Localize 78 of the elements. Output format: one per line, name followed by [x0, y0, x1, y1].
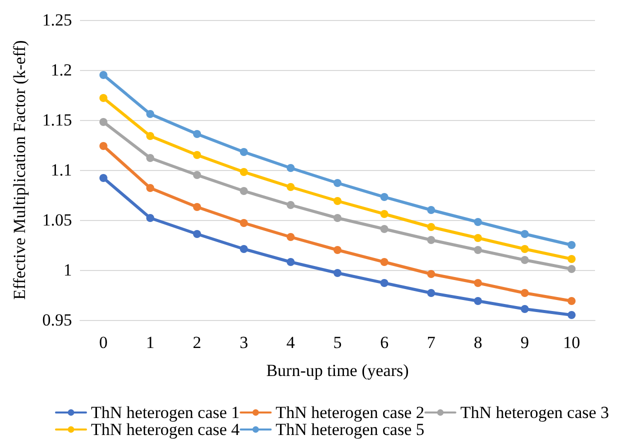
point: [193, 171, 202, 179]
x-tick-label: 3: [240, 333, 248, 352]
point: [380, 225, 388, 233]
y-tick-label: 1.1: [50, 160, 72, 180]
point: [286, 201, 295, 209]
x-tick-label: 5: [333, 333, 342, 352]
point: [240, 219, 248, 227]
point: [99, 71, 108, 79]
point: [334, 197, 342, 205]
point: [193, 151, 202, 159]
x-tick-label: 6: [380, 333, 389, 352]
point: [568, 311, 576, 319]
point: [568, 265, 576, 273]
legend-label: ThN heterogen case 1: [91, 403, 240, 422]
x-tick-label: 0: [99, 333, 108, 352]
point: [286, 258, 295, 266]
point: [99, 94, 108, 102]
point: [99, 174, 108, 182]
point: [240, 148, 248, 156]
point: [568, 241, 576, 249]
x-tick-label: 1: [146, 333, 154, 352]
point: [146, 214, 154, 222]
point: [474, 279, 482, 287]
point: [334, 269, 342, 277]
point: [427, 270, 436, 278]
x-tick-label: 2: [192, 333, 202, 352]
y-tick-label: 0.95: [42, 310, 72, 330]
point: [380, 193, 388, 201]
x-tick-label: 4: [286, 333, 296, 352]
point: [520, 245, 529, 253]
point: [193, 203, 202, 211]
y-tick-label: 1.2: [50, 60, 72, 80]
point: [193, 230, 202, 238]
point: [286, 233, 295, 241]
point: [146, 184, 154, 192]
x-tick-label: 8: [474, 333, 482, 352]
point: [240, 187, 248, 195]
point: [568, 255, 576, 263]
x-axis-title: Burn-up time (years): [266, 361, 409, 380]
y-axis-title: Effective Multiplication Factor (k-eff): [10, 40, 29, 300]
point: [380, 258, 388, 266]
point: [427, 236, 436, 244]
point: [99, 142, 108, 150]
point: [427, 289, 436, 297]
x-tick-label: 7: [426, 333, 436, 352]
point: [474, 234, 482, 242]
point: [146, 110, 154, 118]
y-tick-label: 1.25: [42, 10, 72, 30]
point: [286, 164, 295, 172]
point: [520, 256, 529, 264]
point: [286, 183, 295, 191]
point: [474, 297, 482, 305]
legend-label: ThN heterogen case 3: [460, 403, 610, 422]
point: [427, 223, 436, 231]
x-tick-label: 9: [520, 333, 530, 352]
point: [520, 230, 529, 238]
point: [474, 246, 482, 254]
point: [334, 179, 342, 187]
y-tick-label: 1.05: [42, 210, 72, 230]
point: [427, 206, 436, 214]
y-tick-label: 1: [64, 260, 72, 280]
x-tick-label: 10: [563, 333, 580, 352]
point: [146, 132, 154, 140]
point: [380, 210, 388, 218]
point: [474, 218, 482, 226]
point: [568, 297, 576, 305]
point: [193, 130, 202, 138]
point: [240, 245, 248, 253]
point: [380, 279, 388, 287]
legend-label: ThN heterogen case 2: [276, 403, 424, 422]
point: [334, 214, 342, 222]
point: [240, 168, 248, 176]
point: [99, 118, 108, 126]
point: [520, 289, 529, 297]
point: [520, 305, 529, 313]
y-tick-label: 1.15: [42, 110, 72, 130]
point: [334, 246, 342, 254]
point: [146, 154, 154, 162]
